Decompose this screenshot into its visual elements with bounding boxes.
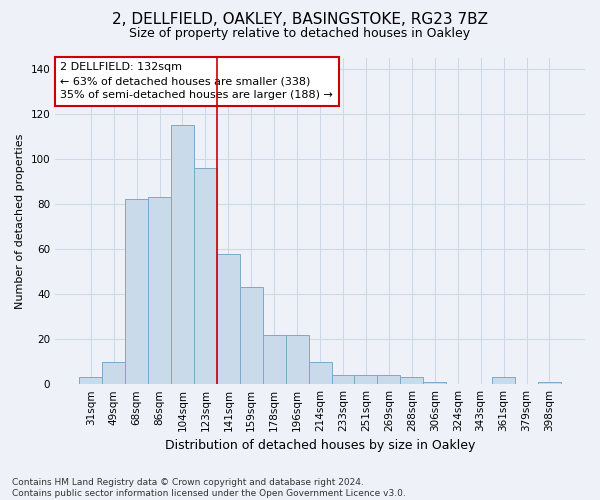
- Bar: [538, 382, 561, 384]
- Bar: [423, 382, 446, 384]
- Text: Size of property relative to detached houses in Oakley: Size of property relative to detached ho…: [130, 28, 470, 40]
- Bar: [240, 288, 263, 384]
- Bar: [286, 334, 308, 384]
- Bar: [148, 197, 171, 384]
- Bar: [263, 334, 286, 384]
- Bar: [217, 254, 240, 384]
- Y-axis label: Number of detached properties: Number of detached properties: [15, 133, 25, 308]
- Bar: [355, 375, 377, 384]
- Text: Contains HM Land Registry data © Crown copyright and database right 2024.
Contai: Contains HM Land Registry data © Crown c…: [12, 478, 406, 498]
- Bar: [125, 200, 148, 384]
- X-axis label: Distribution of detached houses by size in Oakley: Distribution of detached houses by size …: [165, 440, 475, 452]
- Bar: [492, 378, 515, 384]
- Text: 2, DELLFIELD, OAKLEY, BASINGSTOKE, RG23 7BZ: 2, DELLFIELD, OAKLEY, BASINGSTOKE, RG23 …: [112, 12, 488, 28]
- Bar: [171, 125, 194, 384]
- Text: 2 DELLFIELD: 132sqm
← 63% of detached houses are smaller (338)
35% of semi-detac: 2 DELLFIELD: 132sqm ← 63% of detached ho…: [61, 62, 334, 100]
- Bar: [400, 378, 423, 384]
- Bar: [194, 168, 217, 384]
- Bar: [377, 375, 400, 384]
- Bar: [79, 378, 102, 384]
- Bar: [102, 362, 125, 384]
- Bar: [332, 375, 355, 384]
- Bar: [308, 362, 332, 384]
